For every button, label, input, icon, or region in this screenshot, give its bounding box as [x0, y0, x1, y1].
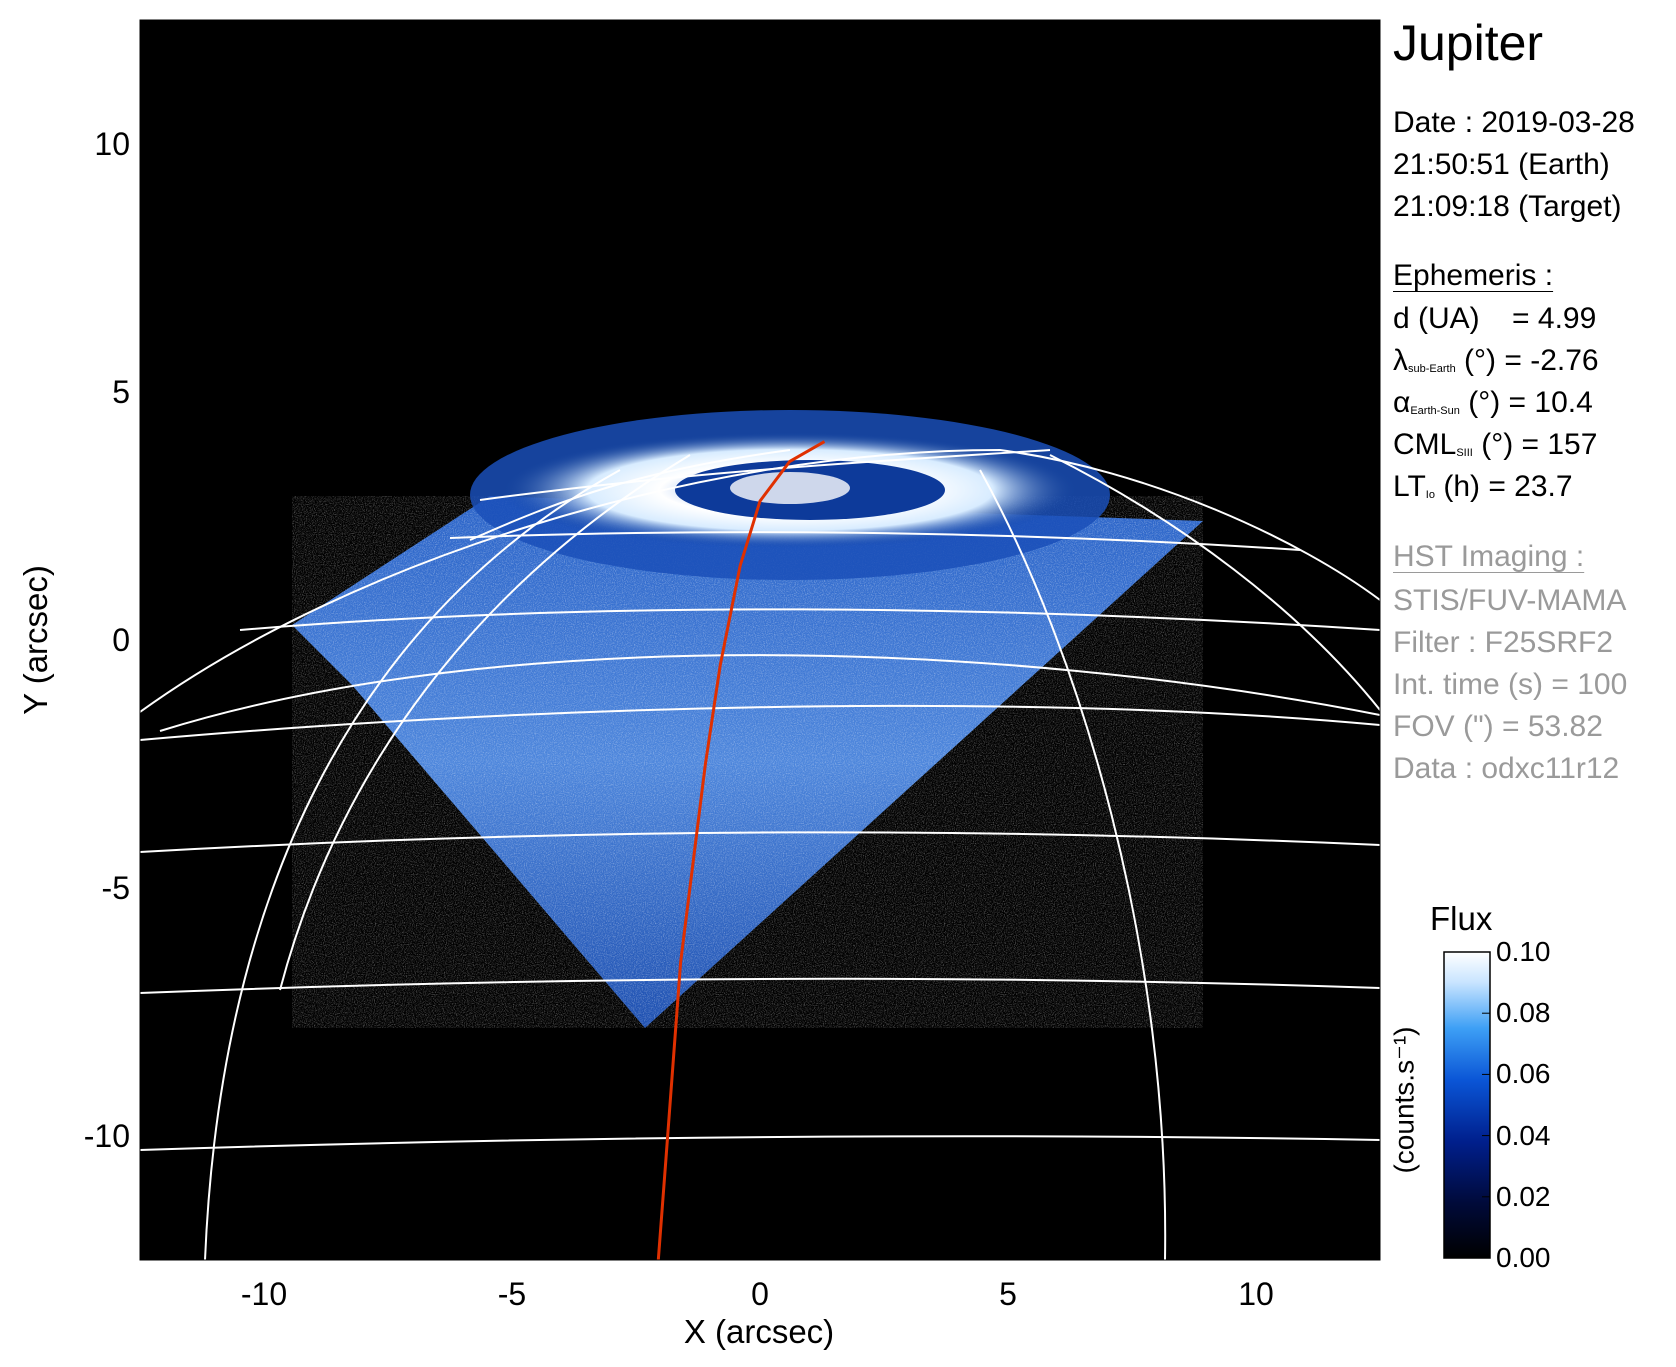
longitude-line	[279, 454, 691, 991]
latitude-line	[449, 531, 1301, 551]
x-tick-label: -5	[498, 1276, 526, 1312]
x-tick-label: 10	[1238, 1276, 1274, 1312]
colorbar-tick-label: 0.06	[1496, 1058, 1551, 1090]
colorbar-tick-label: 0.04	[1496, 1119, 1551, 1151]
colorbar	[1443, 951, 1491, 1259]
y-tick-label: 5	[112, 374, 130, 410]
lambda-symbol: λ	[1393, 344, 1408, 377]
y-tick-label: -10	[84, 1118, 130, 1154]
lt-symbol: LT	[1393, 470, 1426, 503]
field-of-view: FOV (") = 53.82	[1393, 710, 1603, 743]
earth-time: 21:50:51 (Earth)	[1393, 148, 1610, 181]
io-footprint-line	[656, 440, 826, 1260]
hst-header: HST Imaging :	[1393, 540, 1585, 573]
distance-row: d (UA) = 4.99	[1393, 298, 1596, 340]
y-tick-label: 0	[112, 622, 130, 658]
latitude-line	[140, 1135, 1380, 1151]
alpha-symbol: α	[1393, 386, 1411, 419]
fov-noise	[292, 496, 1203, 1028]
alpha-value: (°) = 10.4	[1468, 386, 1593, 419]
phase-angle-row: αEarth-Sun (°) = 10.4	[1393, 382, 1593, 432]
colorbar-tick-label: 0.00	[1496, 1242, 1551, 1273]
integration-time: Int. time (s) = 100	[1393, 668, 1628, 701]
sub-earth-latitude-row: λsub-Earth (°) = -2.76	[1393, 340, 1599, 390]
y-tick-label: -5	[102, 870, 130, 906]
data-id: Data : odxc11r12	[1393, 752, 1620, 785]
x-tick-label: -10	[241, 1276, 287, 1312]
x-axis-label: X (arcsec)	[684, 1313, 834, 1350]
distance-label: d (UA)	[1393, 302, 1480, 335]
colorbar-ticks	[1482, 951, 1490, 1259]
ephemeris-header: Ephemeris :	[1393, 259, 1554, 292]
cml-sub: SIII	[1456, 447, 1473, 459]
cml-value: (°) = 157	[1481, 428, 1598, 461]
date-line: Date : 2019-03-28	[1393, 106, 1635, 139]
longitude-line	[979, 469, 1167, 1260]
distance-value: = 4.99	[1512, 302, 1597, 335]
io-local-time-row: LTIo (h) = 23.7	[1393, 466, 1573, 516]
latitude-line	[479, 449, 1051, 501]
instrument: STIS/FUV-MAMA	[1393, 584, 1627, 617]
lambda-sub: sub-Earth	[1408, 363, 1456, 375]
latitude-line	[140, 831, 1380, 853]
lt-sub: Io	[1425, 489, 1435, 501]
longitude-line	[1049, 454, 1380, 711]
longitude-line	[469, 449, 791, 541]
x-tick-label: 0	[751, 1276, 769, 1312]
latitude-line	[140, 977, 1380, 994]
y-axis-label: Y (arcsec)	[17, 565, 54, 715]
latitude-line	[239, 608, 1380, 631]
limb	[140, 448, 1380, 713]
x-axis: -10 -5 0 5 10	[241, 20, 1274, 1312]
cml-row: CMLSIII (°) = 157	[1393, 424, 1597, 474]
lambda-value: (°) = -2.76	[1464, 344, 1599, 377]
planet-grid	[140, 448, 1380, 1260]
colorbar-tick-label: 0.10	[1496, 936, 1551, 967]
alpha-sub: Earth-Sun	[1410, 405, 1460, 417]
cml-symbol: CML	[1393, 428, 1457, 461]
filter: Filter : F25SRF2	[1393, 626, 1614, 659]
auroral-oval-core	[730, 472, 850, 504]
latitude-line	[140, 704, 1380, 741]
colorbar-tick-label: 0.08	[1496, 997, 1551, 1029]
colorbar-tick-label: 0.02	[1496, 1180, 1551, 1212]
target-time: 21:09:18 (Target)	[1393, 190, 1622, 223]
latitude-line	[159, 654, 1380, 732]
colorbar-unit: (counts.s⁻¹)	[1388, 1026, 1420, 1174]
lt-value: (h) = 23.7	[1443, 470, 1573, 503]
y-tick-label: 10	[94, 126, 130, 162]
colorbar-title: Flux	[1430, 900, 1493, 937]
y-axis: 10 5 0 -5 -10	[84, 126, 1380, 1154]
x-tick-label: 5	[999, 1276, 1017, 1312]
planet-title: Jupiter	[1393, 15, 1544, 71]
longitude-line	[204, 469, 621, 1260]
